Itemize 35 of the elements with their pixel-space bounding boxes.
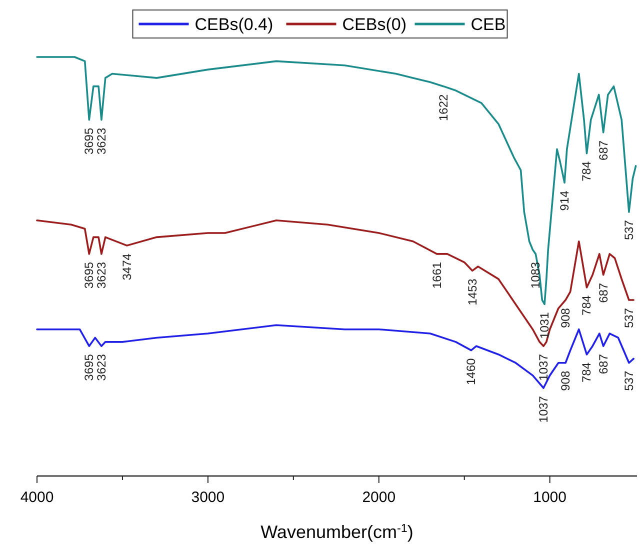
annotation: 3623 [94,354,108,381]
annotation: 3695 [82,128,96,155]
annotation: 1661 [430,262,444,289]
annotation: 3695 [82,262,96,289]
annotation: 784 [580,161,594,182]
x-tick-label: 3000 [191,489,225,506]
annotation: 1031 [538,312,552,339]
annotation: 908 [558,308,573,328]
x-axis-title: Wavenumber(cm$^{-1}$) [260,522,414,542]
legend-label: CEBs(0) [342,15,406,34]
legend-label: CEBs(0.4) [194,15,274,34]
annotation: 1037 [536,354,550,381]
x-tick-label: 4000 [20,489,54,506]
x-tick-label: 1000 [533,489,567,506]
annotation: 687 [596,140,610,160]
annotation: 1460 [464,358,478,386]
annotation: 537 [622,308,636,328]
annotation: 537 [622,370,636,391]
annotation: 784 [580,295,594,316]
annotation: 3623 [94,262,108,289]
annotation: 3623 [94,128,108,155]
annotation: 537 [622,220,636,240]
annotation: 908 [558,370,573,391]
annotation: 1083 [528,262,543,289]
annotation: 687 [596,282,610,303]
annotation: 3695 [82,354,96,381]
annotation: 687 [596,354,610,374]
legend-label: CEB [470,15,506,34]
annotation: 784 [580,362,594,383]
annotation: 1037 [536,396,550,423]
annotation: 1622 [436,94,450,122]
x-tick-label: 2000 [362,489,396,506]
annotation: 1453 [465,278,480,306]
annotation: 914 [558,190,572,211]
annotation: 3474 [120,253,134,280]
